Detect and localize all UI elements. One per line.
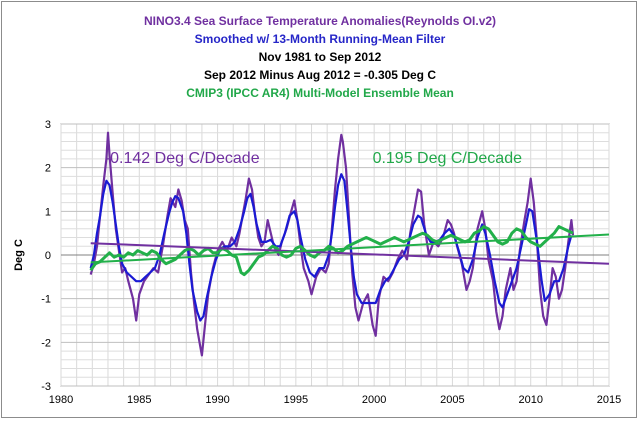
series-layer [89,131,610,357]
chart-title-line: NINO3.4 Sea Surface Temperature Anomalie… [144,14,496,28]
x-tick-label: 2000 [362,394,386,406]
chart-title-line: Sep 2012 Minus Aug 2012 = -0.305 Deg C [204,68,436,82]
y-tick-label: -3 [41,381,51,393]
x-tick-label: 1980 [49,394,73,406]
y-axis-label: Deg C [13,239,25,271]
y-tick-label: -2 [41,337,51,349]
y-tick-label: 0 [45,250,51,262]
x-tick-label: 2005 [440,394,464,406]
x-tick-label: 2015 [597,394,621,406]
y-tick-label: 3 [45,119,51,131]
axes: 1980 1985 1990 1995 2000 2005 2010 2015 3 2 1 0 -1 -2… [41,119,621,406]
y-tick-label: -1 [41,294,51,306]
chart-title-line: Nov 1981 to Sep 2012 [259,50,382,64]
titles: NINO3.4 Sea Surface Temperature Anomalie… [144,14,496,100]
y-tick-label: 2 [45,163,51,175]
trend-annotation: 0.195 Deg C/Decade [373,150,523,167]
x-tick-label: 1995 [284,394,308,406]
trend-annotation: -0.142 Deg C/Decade [105,150,260,167]
x-tick-label: 1990 [205,394,229,406]
y-tick-label: 1 [45,206,51,218]
chart-title-line: Smoothed w/ 13-Month Running-Mean Filter [195,32,446,46]
annotations: -0.142 Deg C/Decade 0.195 Deg C/Decade [105,150,522,167]
series-line-5 [90,233,610,264]
series-line-3 [89,225,574,277]
series-line-2 [89,173,573,322]
chart-title-line: CMIP3 (IPCC AR4) Multi-Model Ensemble Me… [186,86,454,100]
x-tick-label: 2010 [518,394,542,406]
series-line-4 [90,242,610,265]
x-tick-label: 1985 [127,394,151,406]
